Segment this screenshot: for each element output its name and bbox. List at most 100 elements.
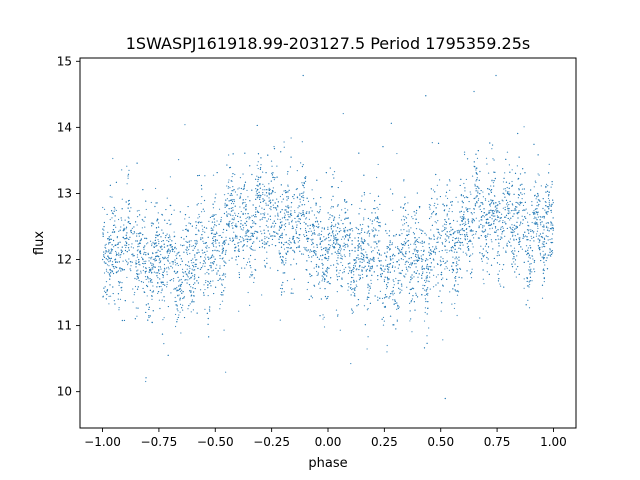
data-point <box>173 251 176 253</box>
data-point <box>302 253 305 255</box>
data-point <box>398 248 400 250</box>
data-point <box>482 191 484 193</box>
data-point <box>552 224 554 226</box>
data-point <box>350 308 353 310</box>
data-point <box>547 254 549 256</box>
data-point <box>450 201 452 203</box>
data-point <box>546 268 549 270</box>
data-point <box>202 265 204 267</box>
data-point <box>293 241 295 243</box>
data-point <box>203 284 205 286</box>
data-point <box>515 209 517 211</box>
data-point <box>294 211 296 214</box>
data-point <box>145 377 147 379</box>
data-point <box>392 294 394 296</box>
data-point <box>428 280 430 283</box>
data-point <box>174 287 176 289</box>
data-point <box>175 304 177 306</box>
data-point <box>123 224 125 226</box>
data-point <box>243 184 246 186</box>
data-point <box>504 172 506 174</box>
data-point <box>310 207 312 209</box>
data-point <box>514 209 516 211</box>
data-point <box>153 271 155 273</box>
data-point <box>343 254 345 256</box>
data-point <box>192 309 194 311</box>
data-point <box>264 238 266 240</box>
data-point <box>129 210 131 212</box>
data-point <box>284 272 286 274</box>
data-point <box>488 200 490 202</box>
data-point <box>154 205 156 208</box>
data-point <box>120 254 122 256</box>
data-point <box>222 251 224 253</box>
data-point <box>245 220 248 222</box>
data-point <box>111 231 114 233</box>
data-point <box>479 205 481 207</box>
data-point <box>516 255 518 257</box>
data-point <box>287 195 289 198</box>
data-point <box>144 226 146 228</box>
data-point <box>178 280 180 282</box>
data-point <box>352 276 354 279</box>
data-point <box>245 217 247 220</box>
data-point <box>108 261 110 263</box>
data-point <box>268 237 270 239</box>
data-point <box>212 215 214 217</box>
data-point <box>216 264 218 266</box>
data-point <box>127 262 129 264</box>
data-point <box>531 201 533 203</box>
data-point <box>333 242 335 244</box>
data-point <box>523 193 526 195</box>
data-point <box>537 193 539 195</box>
data-point <box>533 240 535 242</box>
data-point <box>182 291 184 293</box>
data-point <box>126 263 129 266</box>
data-point <box>427 307 429 309</box>
data-point <box>298 212 300 214</box>
data-point <box>296 170 298 172</box>
data-point <box>263 214 265 216</box>
data-point <box>228 179 230 181</box>
data-point <box>524 216 526 218</box>
data-point <box>448 235 450 238</box>
data-point <box>270 180 272 182</box>
data-point <box>306 211 308 213</box>
data-point <box>378 249 380 251</box>
data-point <box>353 279 355 281</box>
data-point <box>423 279 426 282</box>
data-point <box>351 312 353 315</box>
data-point <box>385 296 387 298</box>
data-point <box>338 223 340 225</box>
data-point <box>121 289 123 291</box>
data-point <box>473 212 475 214</box>
data-point <box>313 267 315 269</box>
data-point <box>183 251 185 253</box>
data-point <box>405 250 407 253</box>
data-point <box>355 226 357 229</box>
data-point <box>488 222 490 224</box>
data-point <box>220 293 222 296</box>
data-point <box>152 241 154 243</box>
data-point <box>191 262 193 264</box>
data-point <box>360 231 362 234</box>
data-point <box>529 263 531 265</box>
data-point <box>259 226 261 228</box>
data-point <box>329 167 331 169</box>
data-point <box>235 256 238 258</box>
data-point <box>129 223 131 225</box>
data-point <box>549 249 551 251</box>
data-point <box>111 249 114 251</box>
data-point <box>247 229 249 231</box>
data-point <box>380 273 382 275</box>
data-point <box>280 151 282 153</box>
data-point <box>259 187 261 189</box>
data-point <box>542 256 544 258</box>
data-point <box>475 233 477 235</box>
data-point <box>322 267 324 270</box>
data-point <box>364 324 366 326</box>
data-point <box>190 311 192 313</box>
data-point <box>158 286 161 288</box>
data-point <box>448 269 451 272</box>
data-point <box>155 236 157 239</box>
